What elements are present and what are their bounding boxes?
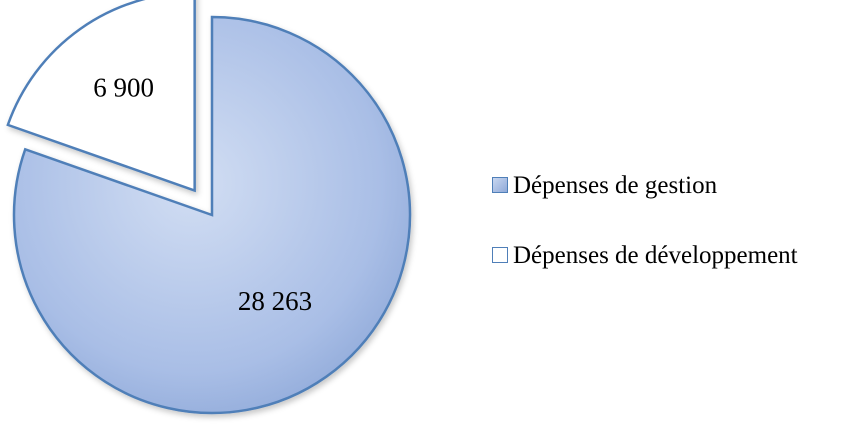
pie-slice-gestion (12, 15, 412, 415)
data-label-gestion: 28 263 (238, 286, 312, 316)
legend-swatch-developpement (492, 247, 508, 263)
pie-slice-developpement (6, 0, 196, 193)
legend-item-developpement: Dépenses de développement (492, 238, 862, 272)
legend-label-gestion: Dépenses de gestion (513, 171, 718, 199)
legend-item-gestion: Dépenses de gestion (492, 168, 862, 202)
legend-label-developpement: Dépenses de développement (513, 241, 798, 269)
legend-swatch-gestion (492, 177, 508, 193)
data-label-developpement: 6 900 (93, 73, 154, 103)
chart-legend: Dépenses de gestion Dépenses de développ… (492, 168, 862, 308)
